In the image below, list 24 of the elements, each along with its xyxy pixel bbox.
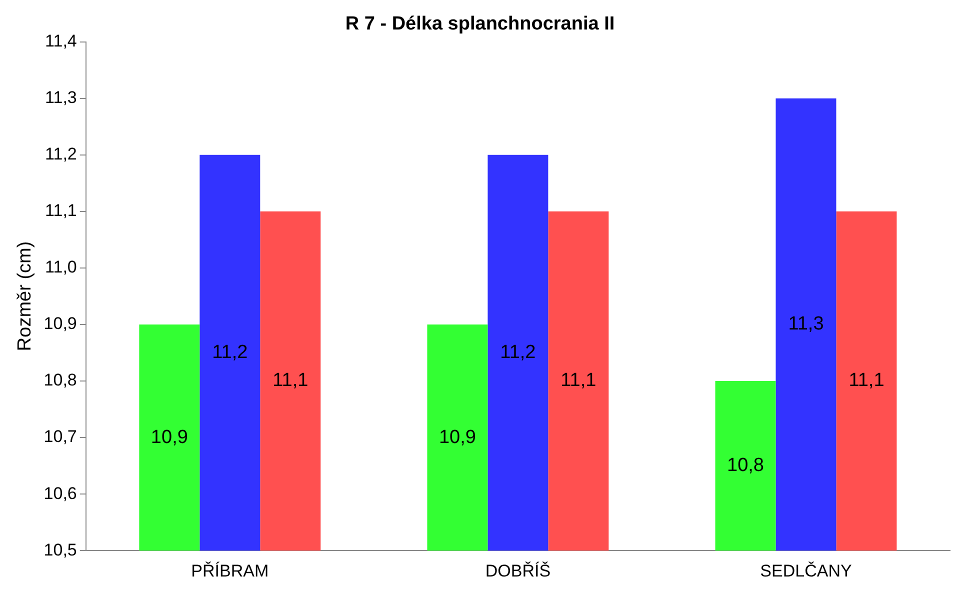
y-tick-label: 11,2 (45, 144, 77, 164)
x-tick-label: DOBŘÍŠ (485, 561, 551, 580)
y-tick-label: 11,1 (45, 201, 77, 220)
y-tick-label: 10,5 (44, 540, 77, 560)
data-label: 11,1 (848, 370, 884, 392)
data-label: 11,1 (560, 370, 596, 392)
y-tick-label: 11,3 (45, 88, 77, 108)
data-label: 10,9 (438, 426, 476, 448)
chart-title: R 7 - Délka splanchnocrania II (345, 14, 615, 35)
data-label: 11,2 (500, 342, 536, 363)
y-tick-label: 10,7 (44, 427, 77, 446)
data-label: 11,2 (212, 342, 248, 363)
data-label: 10,8 (727, 455, 764, 476)
y-axis-title: Rozměr (cm) (14, 241, 36, 352)
y-tick-label: 11,4 (45, 31, 77, 50)
x-tick-label: SEDLČANY (760, 561, 852, 580)
data-label: 11,3 (788, 314, 824, 335)
y-tick-label: 10,6 (44, 484, 77, 503)
y-tick-label: 10,8 (44, 370, 77, 390)
x-tick-label: PŘÍBRAM (191, 561, 269, 580)
y-tick-label: 11,0 (45, 258, 77, 277)
data-label: 11,1 (272, 370, 308, 392)
y-tick-label: 10,9 (44, 314, 77, 334)
data-label: 10,9 (150, 426, 188, 448)
